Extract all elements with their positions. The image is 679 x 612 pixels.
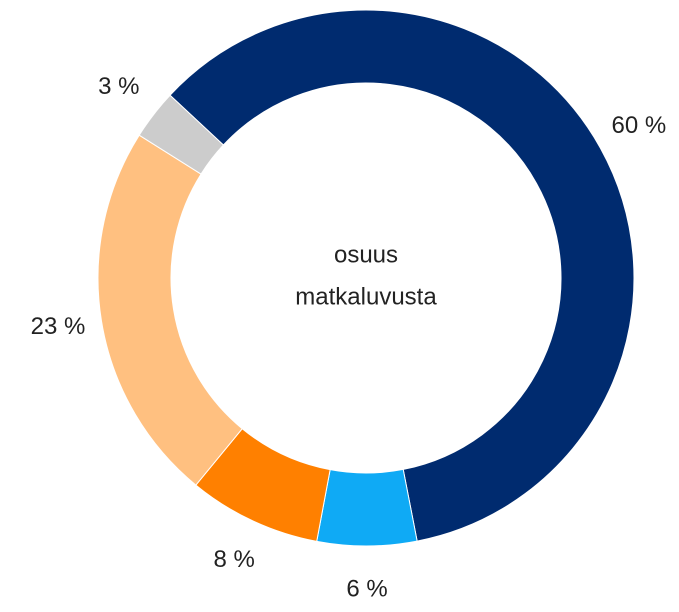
donut-segment (138, 94, 225, 175)
data-label: 8 % (213, 546, 254, 573)
donut-segment (97, 134, 243, 486)
donut-segment (316, 468, 418, 547)
data-label: 23 % (31, 313, 86, 340)
data-label: 60 % (612, 112, 667, 139)
data-label: 3 % (98, 73, 139, 100)
data-label: 6 % (346, 575, 387, 602)
donut-segment (169, 9, 635, 542)
center-text: matkaluvusta (295, 283, 437, 310)
center-text: osuus (334, 241, 398, 268)
